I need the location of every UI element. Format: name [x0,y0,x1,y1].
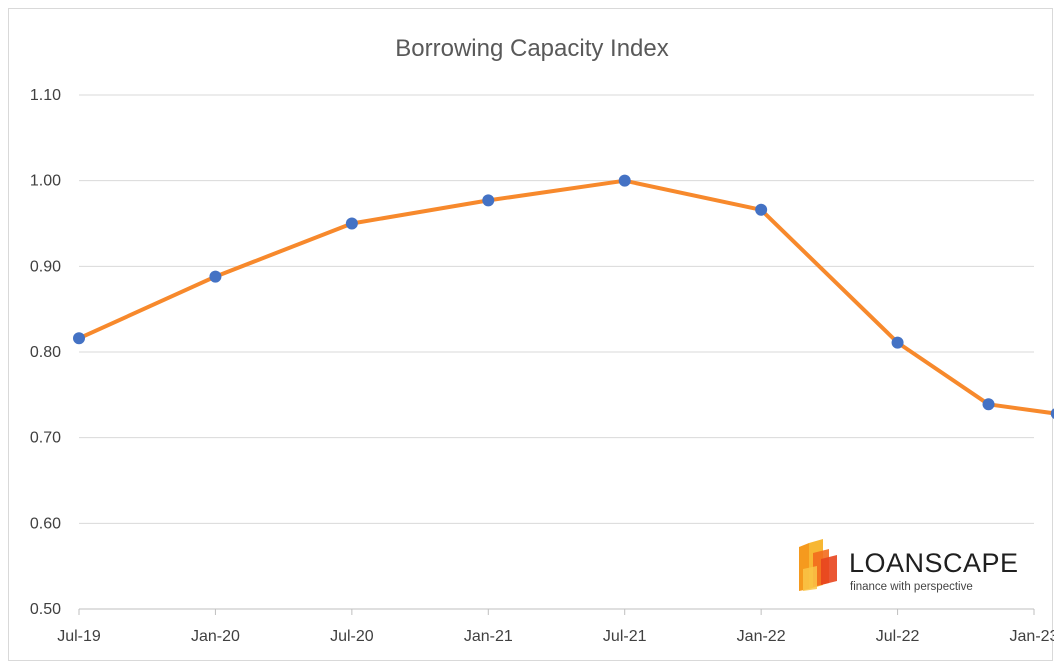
x-tick-label: Jan-21 [464,628,513,645]
y-axis-ticks: 0.50 0.60 0.70 0.80 0.90 1.00 1.10 [30,87,61,618]
y-tick-label: 1.10 [30,87,61,104]
x-tick-label: Jul-22 [876,628,920,645]
y-tick-label: 0.80 [30,344,61,361]
y-tick-label: 0.90 [30,258,61,275]
x-tick-label: Jul-19 [57,628,101,645]
x-tick-label: Jan-22 [737,628,786,645]
chart-container: Borrowing Capacity Index 0.50 0.60 0.70 0.8… [8,8,1054,661]
gridlines [79,94,1034,524]
x-tick-label: Jan-20 [191,628,240,645]
y-tick-label: 0.60 [30,515,61,532]
x-tick-label: Jul-20 [330,628,374,645]
logo-tagline: finance with perspective [850,581,973,593]
chart-title: Borrowing Capacity Index [395,35,668,62]
x-tick-label: Jul-21 [603,628,647,645]
series-group [73,174,1054,420]
data-point [618,174,631,187]
y-tick-label: 0.50 [30,601,61,618]
chart-svg: Borrowing Capacity Index 0.50 0.60 0.70 0.8… [30,35,1054,645]
data-point [209,270,222,283]
data-point [755,203,768,216]
data-point [891,336,904,349]
data-point [1050,408,1054,420]
data-point [73,332,85,345]
y-tick-label: 1.00 [30,173,61,190]
logo-brand: LOANSCAPE [849,548,1019,578]
y-tick-label: 0.70 [30,430,61,447]
data-point [982,398,995,411]
loanscape-logo: LOANSCAPE finance with perspective [799,539,1019,593]
data-point [482,194,495,207]
x-axis-ticks: Jul-19 Jan-20 Jul-20 Jan-21 Jul-21 Jan-22 Jul-… [57,609,1054,645]
logo-mark-icon [799,539,837,591]
series-line [77,178,1054,416]
x-tick-label: Jan-23 [1010,628,1054,645]
data-point [345,217,358,230]
